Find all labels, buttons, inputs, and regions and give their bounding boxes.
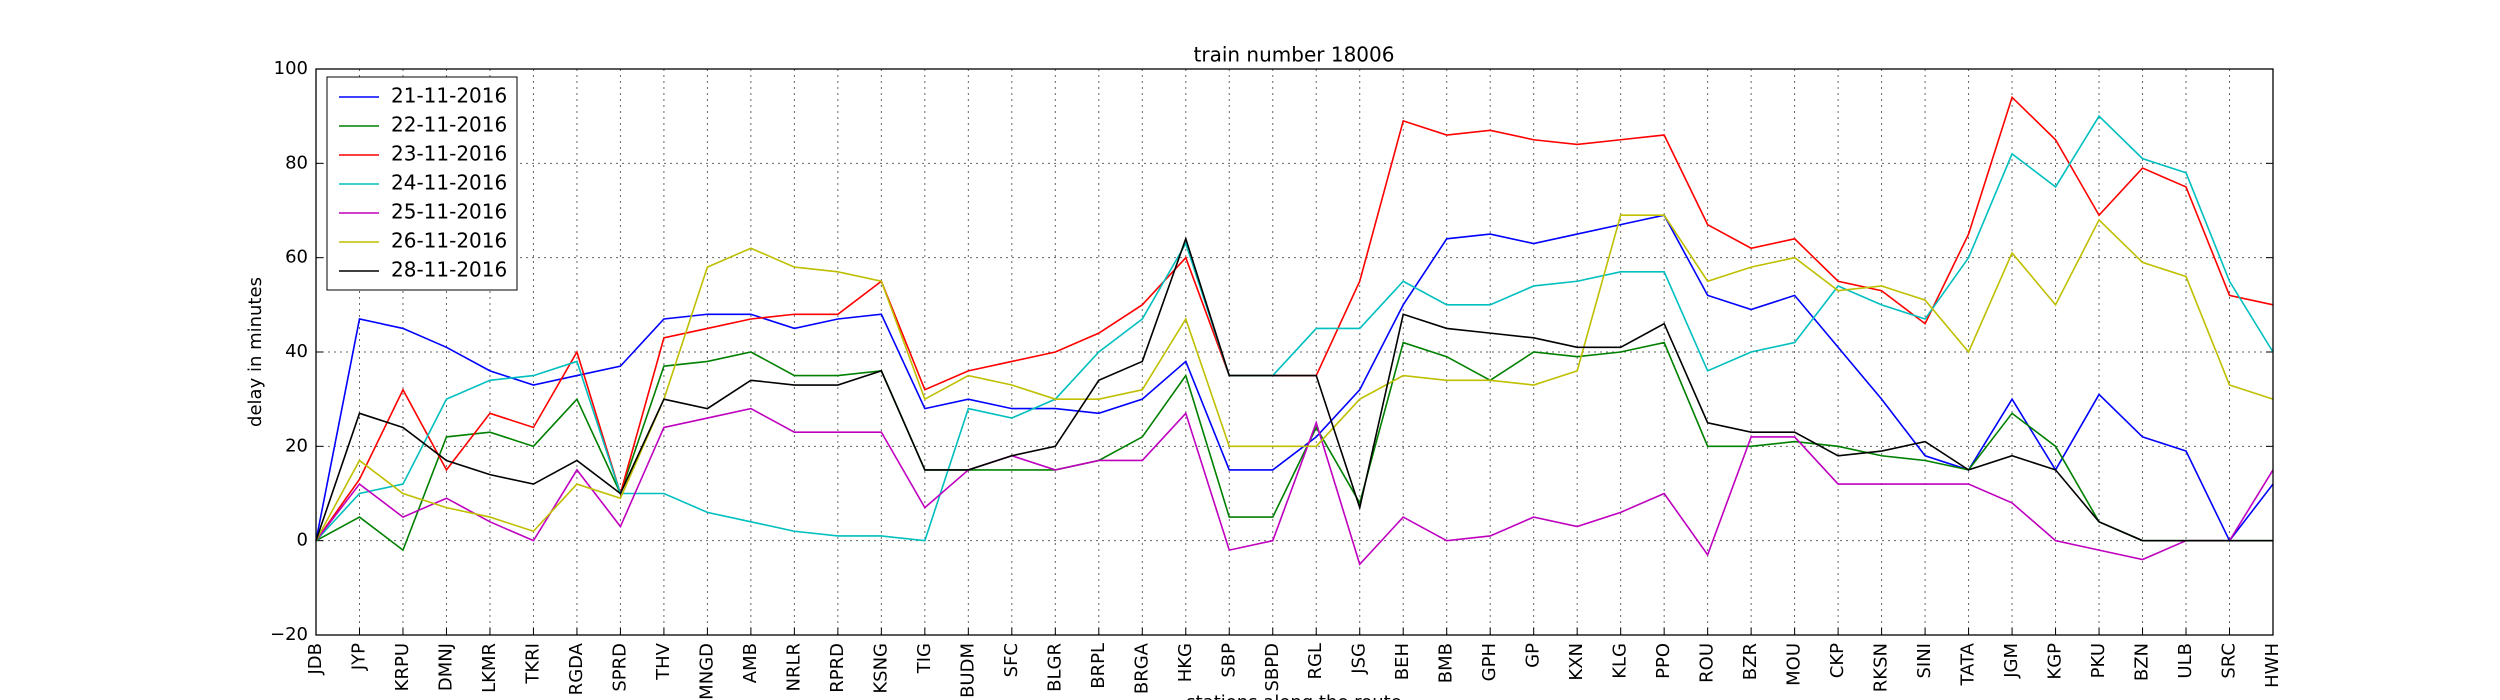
x-tick-label: NRLR	[783, 643, 804, 692]
x-tick-label: RKSN	[1871, 643, 1892, 692]
series-line	[315, 407, 2274, 566]
x-tick-label: MNGD	[696, 643, 717, 700]
legend-label: 28-11-2016	[391, 258, 507, 282]
y-tick-label: 20	[285, 435, 308, 456]
x-tick-label: BZR	[1740, 643, 1761, 680]
y-tick-label: 40	[285, 341, 308, 362]
x-tick-label: TATA	[1958, 642, 1979, 686]
x-tick-label: PPO	[1653, 643, 1674, 679]
x-tick-label: BZN	[2132, 643, 2153, 681]
y-tick-label: −20	[270, 624, 308, 645]
x-tick-label: SBP	[1218, 643, 1239, 678]
x-tick-label: RGDA	[566, 642, 587, 695]
x-tick-label: BMB	[1436, 643, 1457, 683]
x-tick-label: ROU	[1697, 643, 1718, 683]
x-tick-label: RPRD	[827, 643, 848, 693]
y-tick-label: 0	[297, 530, 308, 551]
x-tick-label: SPRD	[609, 643, 630, 692]
legend-label: 21-11-2016	[391, 84, 507, 108]
x-tick-label: KSNG	[870, 643, 891, 694]
x-tick-label: SINI	[1914, 643, 1935, 679]
plot-frame	[315, 68, 2274, 636]
y-axis-label: delay in minutes	[245, 277, 266, 427]
legend-label: 22-11-2016	[391, 113, 507, 137]
x-axis-label: stations along the route	[1186, 692, 1401, 700]
legend-label: 23-11-2016	[391, 142, 507, 166]
x-tick-label: LKMR	[479, 643, 500, 693]
x-tick-label: BUDM	[957, 643, 978, 698]
x-tick-label: KGP	[2045, 643, 2066, 680]
x-tick-label: HWH	[2262, 643, 2283, 688]
x-tick-label: BEH	[1392, 643, 1413, 680]
x-tick-label: SRC	[2219, 643, 2240, 679]
legend-label: 26-11-2016	[391, 229, 507, 253]
x-tick-label: BLGR	[1044, 643, 1065, 692]
x-tick-label: GP	[1523, 643, 1544, 668]
series-line	[315, 114, 2274, 542]
x-tick-label: KXN	[1566, 643, 1587, 681]
x-tick-label: BRPL	[1088, 643, 1109, 689]
x-tick-label: SFC	[1001, 643, 1022, 677]
x-tick-label: THV	[653, 642, 674, 681]
series-line	[315, 214, 2274, 542]
x-tick-label: ULB	[2175, 643, 2196, 679]
series-line	[315, 214, 2274, 543]
chart-title: train number 18006	[1194, 43, 1395, 67]
x-tick-label: TKRI	[522, 643, 543, 685]
x-tick-label: GPH	[1479, 643, 1500, 681]
x-tick-label: HKG	[1175, 643, 1196, 682]
x-tick-label: TIG	[914, 643, 935, 674]
x-tick-label: JSG	[1349, 643, 1370, 675]
y-tick-label: 100	[274, 58, 308, 79]
x-tick-label: JGM	[2001, 643, 2022, 679]
x-tick-label: CKP	[1827, 643, 1848, 678]
x-tick-label: JYP	[348, 643, 369, 671]
x-tick-label: SBPD	[1262, 643, 1283, 692]
legend-label: 25-11-2016	[391, 200, 507, 224]
x-tick-label: JDB	[305, 643, 326, 676]
y-tick-label: 60	[285, 247, 308, 268]
x-tick-label: KRPU	[392, 643, 413, 691]
x-tick-label: DMNJ	[435, 643, 456, 691]
series-line	[315, 236, 2273, 542]
series-line	[315, 341, 2273, 552]
x-tick-label: KLG	[1610, 643, 1631, 679]
x-tick-label: AMB	[740, 643, 761, 683]
y-tick-label: 80	[285, 152, 308, 173]
x-tick-label: RGL	[1305, 643, 1326, 679]
x-tick-label: PKU	[2088, 643, 2109, 678]
x-tick-label: MOU	[1784, 643, 1805, 686]
legend-label: 24-11-2016	[391, 171, 507, 195]
x-tick-label: BRGA	[1131, 642, 1152, 694]
